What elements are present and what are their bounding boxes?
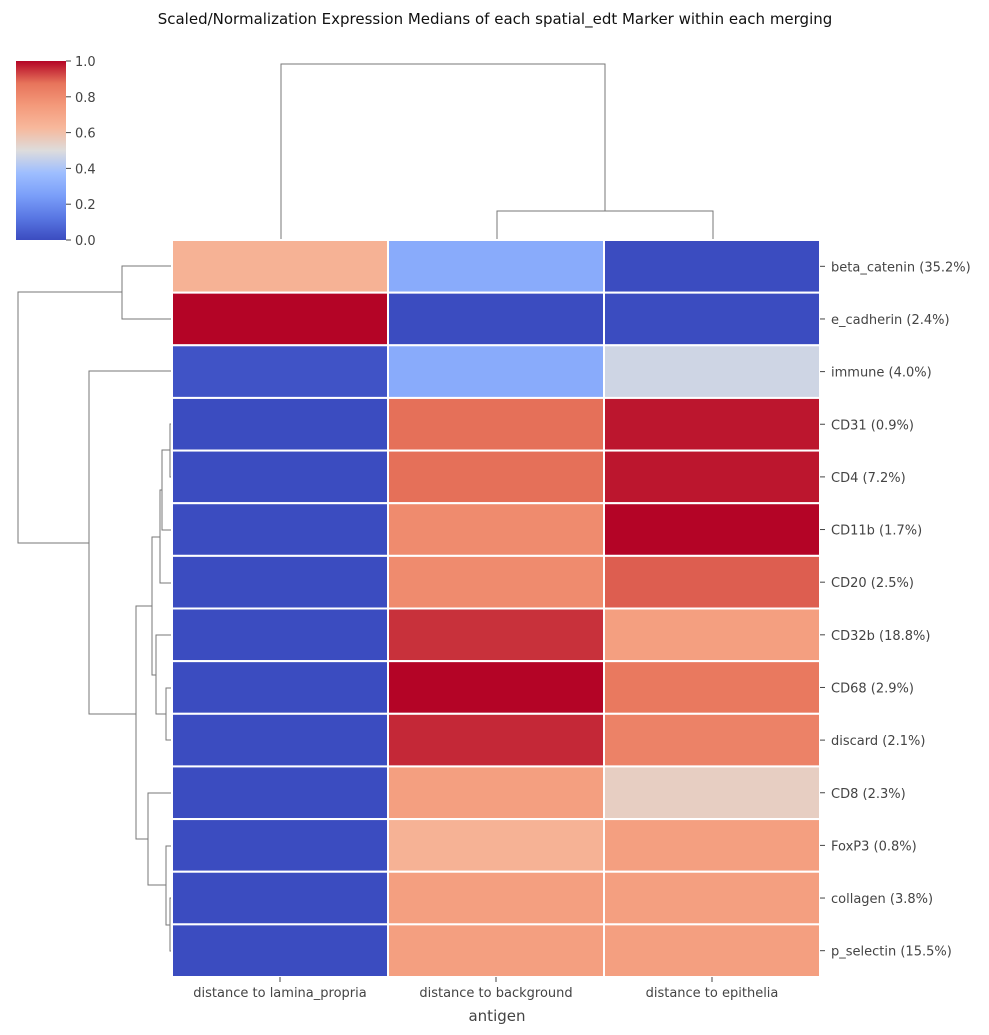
column-dendrogram-link-bg-ep bbox=[496, 210, 714, 240]
heatmap-cell bbox=[387, 396, 605, 452]
heatmap-cell bbox=[603, 712, 821, 768]
heatmap-cell bbox=[603, 396, 821, 452]
row-label: CD31 (0.9%) bbox=[831, 418, 914, 433]
row-label: CD20 (2.5%) bbox=[831, 576, 914, 591]
heatmap-cell bbox=[387, 502, 605, 557]
heatmap-cell bbox=[603, 923, 821, 978]
row-label: p_selectin (15.5%) bbox=[831, 945, 952, 960]
heatmap-cell bbox=[387, 449, 605, 505]
column-label: distance to lamina_propria bbox=[193, 986, 366, 1001]
heatmap-cell bbox=[603, 870, 821, 926]
row-label: e_cadherin (2.4%) bbox=[831, 313, 950, 328]
row-label: beta_catenin (35.2%) bbox=[831, 260, 971, 275]
heatmap-cell bbox=[387, 291, 605, 347]
row-dendrogram bbox=[17, 265, 172, 952]
heatmap-cell bbox=[603, 660, 821, 715]
heatmap-cell bbox=[171, 765, 389, 821]
heatmap-cell bbox=[171, 660, 389, 715]
heatmap-cell bbox=[387, 765, 605, 821]
colorbar-tick-label: 0.6 bbox=[75, 127, 96, 142]
heatmap-cell bbox=[387, 239, 605, 294]
row-label: immune (4.0%) bbox=[831, 366, 932, 381]
row-label: discard (2.1%) bbox=[831, 734, 925, 749]
row-label: CD68 (2.9%) bbox=[831, 681, 914, 696]
heatmap-cell bbox=[387, 818, 605, 873]
colorbar-gradient bbox=[16, 61, 66, 240]
heatmap-cell bbox=[171, 712, 389, 768]
heatmap-cell bbox=[603, 607, 821, 663]
row-label: collagen (3.8%) bbox=[831, 892, 933, 907]
heatmap-cell bbox=[171, 554, 389, 610]
heatmap-cell bbox=[603, 449, 821, 505]
column-dendrogram-link-lp-bg bbox=[280, 63, 606, 240]
row-label: CD8 (2.3%) bbox=[831, 787, 906, 802]
row-label: CD32b (18.8%) bbox=[831, 629, 930, 644]
row-label: CD4 (7.2%) bbox=[831, 471, 906, 486]
row-dendrogram-link-13 bbox=[17, 291, 122, 544]
row-dendrogram-link-1 bbox=[121, 265, 172, 320]
heatmap-cell bbox=[603, 554, 821, 610]
heatmap-cell bbox=[171, 502, 389, 557]
heatmap-cell bbox=[387, 660, 605, 715]
heatmap-cell bbox=[387, 554, 605, 610]
row-dendrogram-link-11 bbox=[135, 605, 152, 840]
heatmap-cell bbox=[387, 607, 605, 663]
heatmap-cell bbox=[387, 870, 605, 926]
colorbar-tick-label: 0.2 bbox=[75, 198, 96, 213]
heatmap-cell bbox=[387, 344, 605, 399]
heatmap: beta_catenin (35.2%) e_cadherin (2.4%) imm… bbox=[171, 239, 971, 1001]
colorbar-tick-label: 1.0 bbox=[75, 55, 96, 70]
heatmap-cell bbox=[171, 396, 389, 452]
heatmap-cell bbox=[603, 239, 821, 294]
heatmap-cell bbox=[603, 291, 821, 347]
heatmap-cell bbox=[387, 923, 605, 978]
column-label: distance to background bbox=[419, 986, 572, 1001]
row-label: CD11b (1.7%) bbox=[831, 524, 922, 539]
heatmap-cell bbox=[603, 765, 821, 821]
heatmap-cell bbox=[171, 607, 389, 663]
row-label: FoxP3 (0.8%) bbox=[831, 839, 917, 854]
heatmap-cell bbox=[171, 923, 389, 978]
heatmap-cell bbox=[387, 712, 605, 768]
colorbar-tick-label: 0.0 bbox=[75, 234, 96, 249]
heatmap-cell bbox=[171, 818, 389, 873]
column-dendrogram bbox=[280, 63, 714, 240]
heatmap-cell bbox=[603, 818, 821, 873]
heatmap-cell bbox=[603, 344, 821, 399]
heatmap-cell bbox=[171, 291, 389, 347]
heatmap-cell bbox=[171, 449, 389, 505]
colorbar-tick-label: 0.4 bbox=[75, 162, 96, 177]
heatmap-cell bbox=[171, 870, 389, 926]
column-label: distance to epithelia bbox=[646, 986, 779, 1001]
row-dendrogram-link-10 bbox=[147, 792, 172, 886]
chart-title: Scaled/Normalization Expression Medians … bbox=[158, 10, 833, 29]
colorbar-tick-label: 0.8 bbox=[75, 91, 96, 106]
heatmap-cell bbox=[603, 502, 821, 557]
x-axis-label: antigen bbox=[468, 1007, 525, 1025]
heatmap-cell bbox=[171, 239, 389, 294]
heatmap-cell bbox=[171, 344, 389, 399]
colorbar: 0.0 0.2 0.4 0.6 0.8 1.0 bbox=[16, 55, 96, 249]
row-dendrogram-link-6 bbox=[155, 634, 172, 715]
